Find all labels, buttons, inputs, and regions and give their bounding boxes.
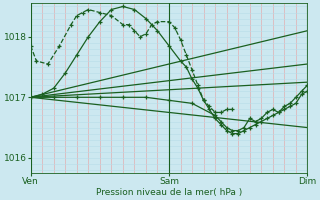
- X-axis label: Pression niveau de la mer( hPa ): Pression niveau de la mer( hPa ): [96, 188, 242, 197]
